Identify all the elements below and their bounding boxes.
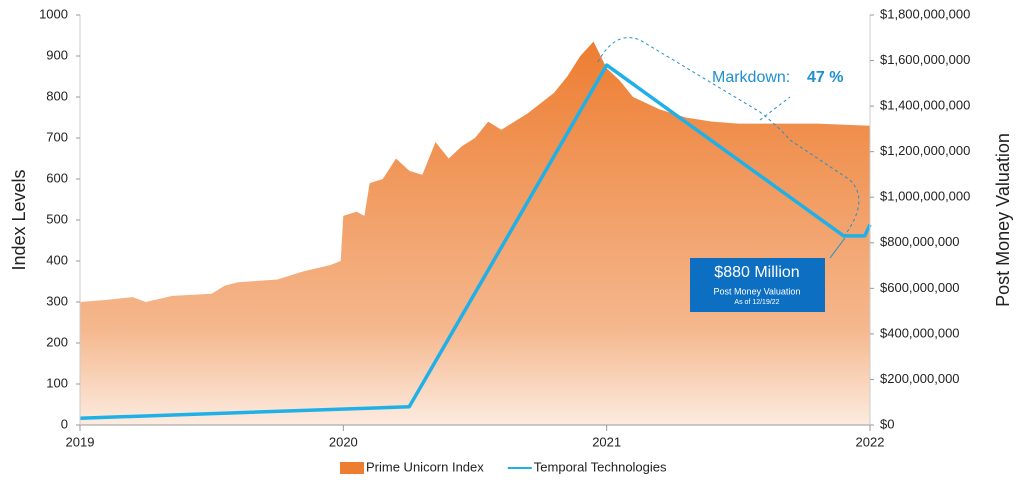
y2-tick-label: $1,800,000,000: [880, 6, 970, 21]
y-tick-label: 100: [46, 375, 68, 390]
callout-text: As of 12/19/22: [734, 299, 779, 306]
markdown-label: Markdown:: [712, 69, 790, 86]
y-axis-title: Index Levels: [9, 169, 29, 270]
x-tick-label: 2019: [66, 434, 95, 449]
x-tick-label: 2021: [592, 434, 621, 449]
legend-label: Prime Unicorn Index: [366, 459, 484, 474]
plot-area: [79, 41, 872, 425]
y-tick-label: 1000: [39, 6, 68, 21]
y-tick-label: 700: [46, 129, 68, 144]
y-tick-label: 500: [46, 211, 68, 226]
y-tick-label: 200: [46, 334, 68, 349]
legend-swatch: [340, 462, 364, 474]
y2-tick-label: $1,400,000,000: [880, 98, 970, 113]
callout-pointer: [829, 237, 846, 259]
y2-tick-label: $1,200,000,000: [880, 143, 970, 158]
callout-title: $880 Million: [714, 264, 799, 281]
x-tick-label: 2022: [856, 434, 885, 449]
y2-tick-label: $1,600,000,000: [880, 52, 970, 67]
markdown-value: 47 %: [807, 69, 843, 86]
y2-tick-label: $1,000,000,000: [880, 189, 970, 204]
y-tick-label: 600: [46, 170, 68, 185]
y-tick-label: 400: [46, 252, 68, 267]
legend-label: Temporal Technologies: [534, 459, 667, 474]
y-tick-label: 0: [61, 416, 68, 431]
area: [80, 41, 870, 425]
y-tick-label: 900: [46, 47, 68, 62]
y-tick-label: 800: [46, 88, 68, 103]
y2-tick-label: $0: [880, 416, 894, 431]
markdown-bracket: [597, 37, 860, 236]
y2-axis-title: Post Money Valuation: [993, 133, 1013, 307]
line: [79, 63, 872, 420]
y2-tick-label: $600,000,000: [880, 280, 960, 295]
y2-tick-label: $800,000,000: [880, 234, 960, 249]
callout-text: Post Money Valuation: [714, 286, 801, 296]
y2-tick-label: $400,000,000: [880, 325, 960, 340]
x-tick-label: 2020: [329, 434, 358, 449]
y2-tick-label: $200,000,000: [880, 371, 960, 386]
callout-box: [690, 258, 825, 312]
y-tick-label: 300: [46, 293, 68, 308]
markdown-pointer: [759, 96, 791, 121]
